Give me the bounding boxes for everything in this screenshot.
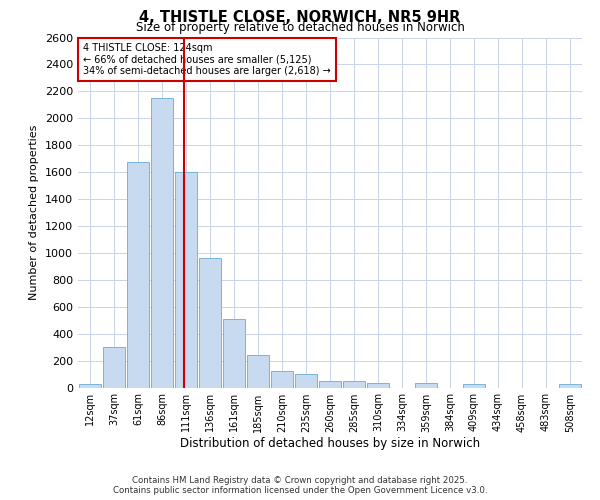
- Bar: [199, 258, 221, 388]
- Text: 4 THISTLE CLOSE: 124sqm
← 66% of detached houses are smaller (5,125)
34% of semi: 4 THISTLE CLOSE: 124sqm ← 66% of detache…: [83, 43, 331, 76]
- X-axis label: Distribution of detached houses by size in Norwich: Distribution of detached houses by size …: [180, 438, 480, 450]
- Bar: [127, 162, 149, 388]
- Bar: [103, 347, 125, 388]
- Bar: [247, 354, 269, 388]
- Bar: [367, 384, 389, 388]
- Text: Contains HM Land Registry data © Crown copyright and database right 2025.
Contai: Contains HM Land Registry data © Crown c…: [113, 476, 487, 495]
- Text: 4, THISTLE CLOSE, NORWICH, NR5 9HR: 4, THISTLE CLOSE, NORWICH, NR5 9HR: [139, 10, 461, 25]
- Bar: [271, 372, 293, 388]
- Text: Size of property relative to detached houses in Norwich: Size of property relative to detached ho…: [136, 21, 464, 34]
- Y-axis label: Number of detached properties: Number of detached properties: [29, 125, 40, 300]
- Bar: [223, 319, 245, 388]
- Bar: [79, 384, 101, 388]
- Bar: [463, 384, 485, 388]
- Bar: [343, 381, 365, 388]
- Bar: [559, 384, 581, 388]
- Bar: [295, 374, 317, 388]
- Bar: [151, 98, 173, 388]
- Bar: [415, 384, 437, 388]
- Bar: [175, 172, 197, 388]
- Bar: [319, 381, 341, 388]
